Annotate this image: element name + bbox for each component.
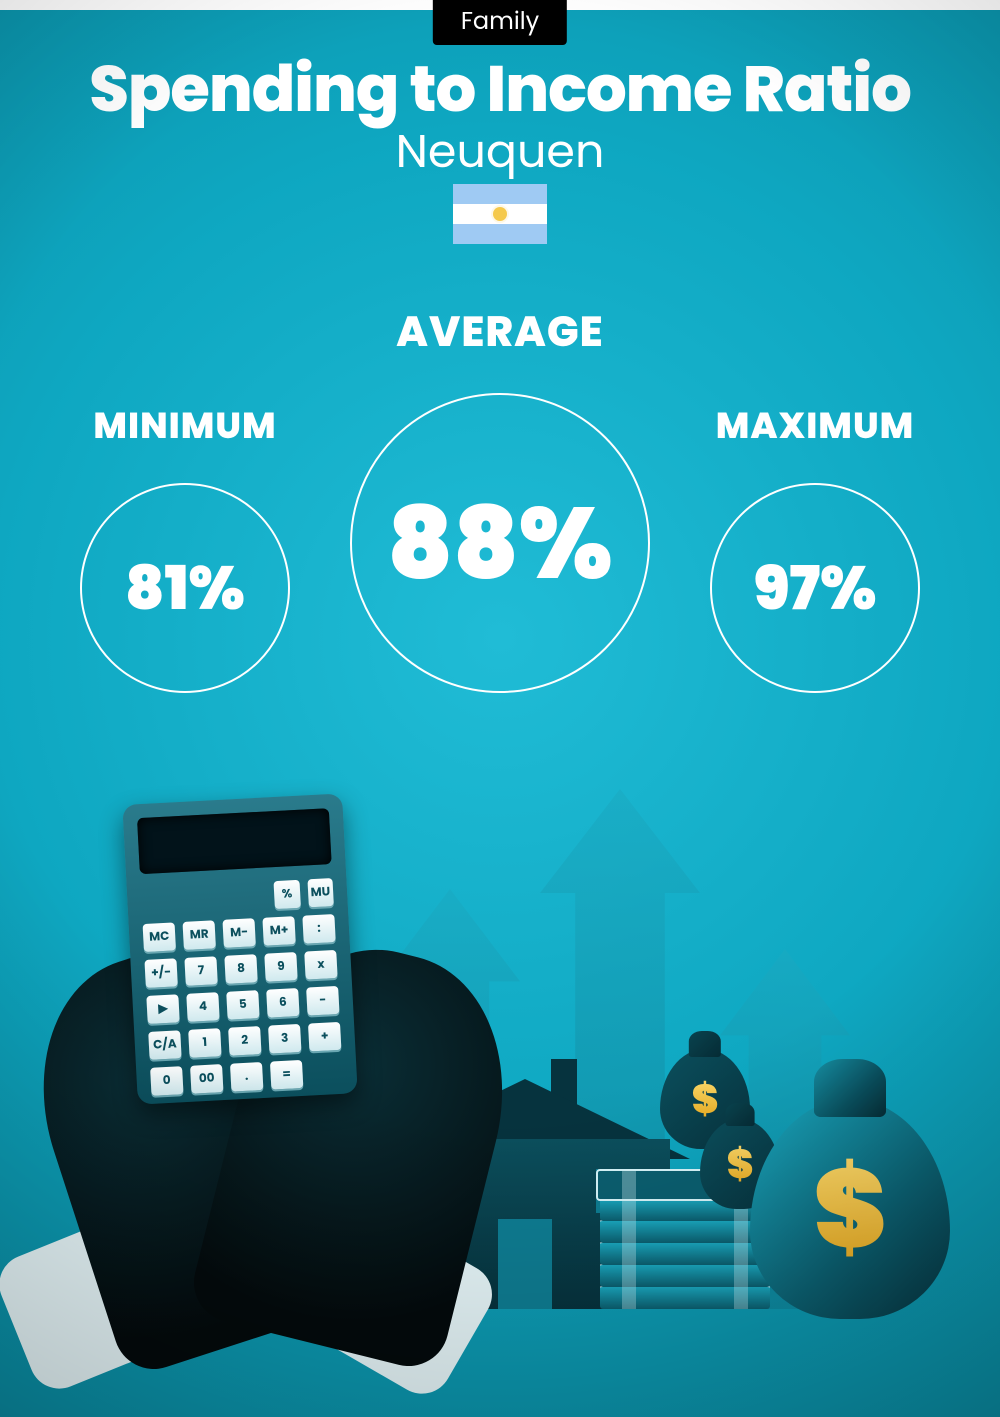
flag-sun-icon <box>493 207 507 221</box>
stat-minimum: MINIMUM 81% <box>80 398 290 693</box>
stat-average-label: AVERAGE <box>396 300 603 363</box>
location-subtitle: Neuquen <box>0 118 1000 187</box>
category-badge: Family <box>433 0 567 45</box>
stat-minimum-value: 81% <box>80 483 290 693</box>
stats-row: MINIMUM 81% AVERAGE 88% MAXIMUM 97% <box>0 300 1000 693</box>
argentina-flag-icon <box>453 184 547 244</box>
stat-maximum-label: MAXIMUM <box>716 398 914 453</box>
stat-minimum-label: MINIMUM <box>93 398 276 453</box>
stat-maximum-value: 97% <box>710 483 920 693</box>
stat-maximum: MAXIMUM 97% <box>710 398 920 693</box>
stat-average-value: 88% <box>350 393 650 693</box>
stat-average: AVERAGE 88% <box>350 300 650 693</box>
